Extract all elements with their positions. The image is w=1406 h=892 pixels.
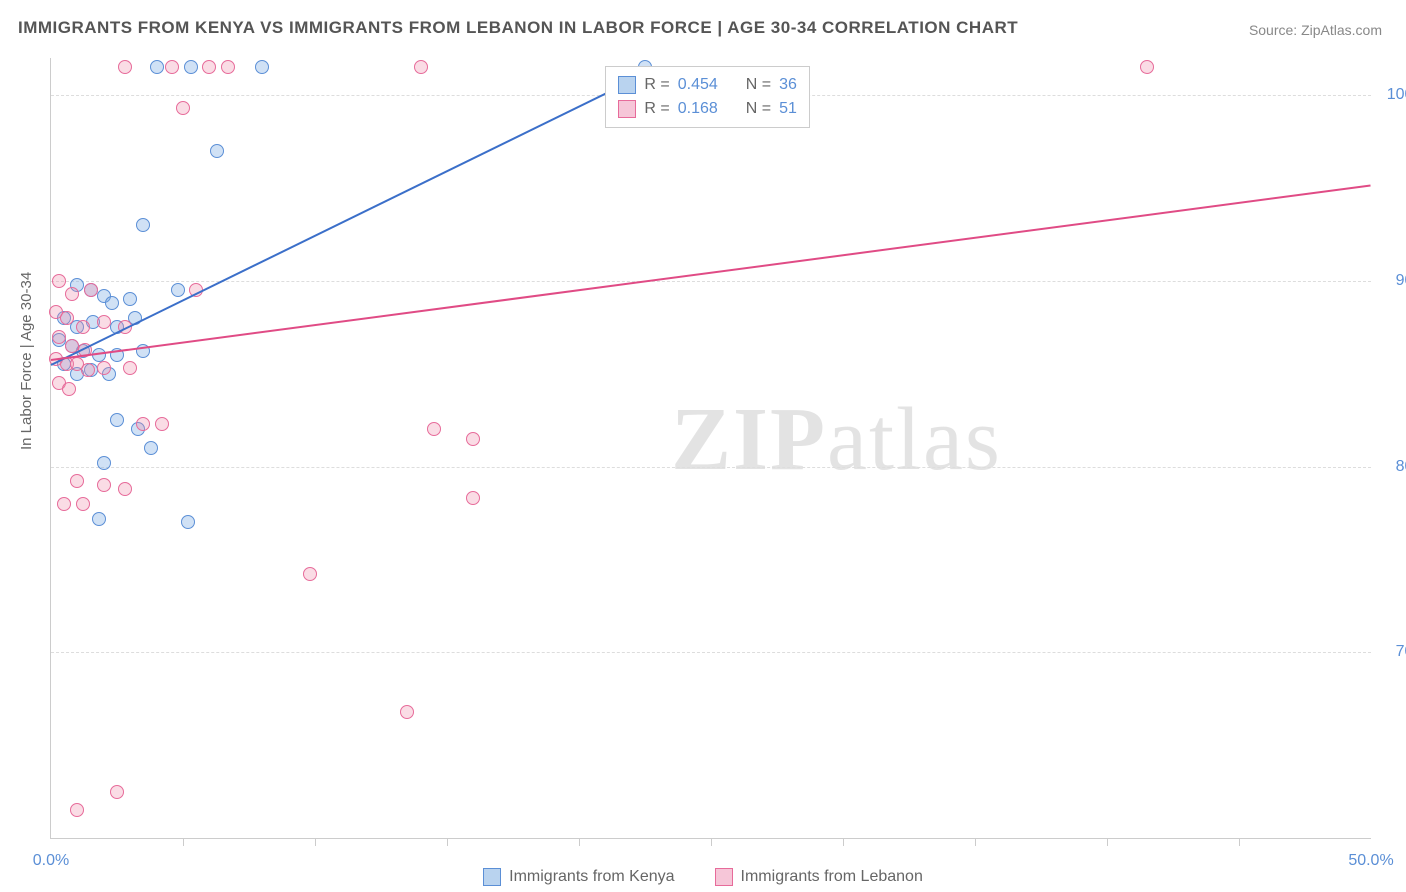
- legend-swatch: [483, 868, 501, 886]
- legend-r-label: R =: [644, 100, 669, 118]
- scatter-point: [1140, 60, 1154, 74]
- scatter-point: [123, 361, 137, 375]
- x-tick: [843, 838, 844, 846]
- legend-label: Immigrants from Kenya: [509, 868, 674, 886]
- x-tick: [1239, 838, 1240, 846]
- legend-r-value: 0.168: [678, 100, 718, 118]
- scatter-point: [181, 515, 195, 529]
- scatter-point: [110, 413, 124, 427]
- scatter-point: [70, 474, 84, 488]
- watermark-bold: ZIP: [671, 390, 827, 489]
- scatter-point: [427, 422, 441, 436]
- x-tick: [711, 838, 712, 846]
- legend-row: R = 0.454 N = 36: [618, 73, 797, 97]
- scatter-point: [303, 567, 317, 581]
- x-tick: [579, 838, 580, 846]
- watermark-rest: atlas: [827, 390, 1002, 489]
- scatter-point: [105, 296, 119, 310]
- scatter-point: [52, 274, 66, 288]
- scatter-point: [60, 311, 74, 325]
- scatter-point: [400, 705, 414, 719]
- legend-n-label: N =: [746, 76, 771, 94]
- scatter-point: [136, 417, 150, 431]
- legend-swatch: [618, 100, 636, 118]
- scatter-point: [150, 60, 164, 74]
- scatter-point: [97, 456, 111, 470]
- x-tick: [447, 838, 448, 846]
- trend-line: [51, 184, 1371, 361]
- scatter-point: [118, 482, 132, 496]
- scatter-point: [165, 60, 179, 74]
- legend-row: R = 0.168 N = 51: [618, 97, 797, 121]
- gridline-horizontal: [51, 652, 1371, 653]
- scatter-point: [76, 497, 90, 511]
- scatter-point: [155, 417, 169, 431]
- y-tick-label: 70.0%: [1381, 643, 1406, 661]
- legend-label: Immigrants from Lebanon: [741, 868, 923, 886]
- source-attribution: Source: ZipAtlas.com: [1249, 22, 1382, 38]
- scatter-point: [57, 497, 71, 511]
- scatter-point: [184, 60, 198, 74]
- y-axis-label: In Labor Force | Age 30-34: [18, 272, 35, 450]
- scatter-point: [76, 320, 90, 334]
- legend-r-label: R =: [644, 76, 669, 94]
- y-tick-label: 90.0%: [1381, 272, 1406, 290]
- scatter-point: [70, 803, 84, 817]
- legend-swatch: [715, 868, 733, 886]
- watermark: ZIPatlas: [671, 388, 1002, 491]
- legend-n-value: 51: [779, 100, 797, 118]
- scatter-point: [202, 60, 216, 74]
- legend-item: Immigrants from Kenya: [483, 868, 674, 886]
- scatter-point: [176, 101, 190, 115]
- x-tick: [183, 838, 184, 846]
- scatter-point: [414, 60, 428, 74]
- scatter-point: [97, 315, 111, 329]
- x-tick: [1107, 838, 1108, 846]
- scatter-point: [210, 144, 224, 158]
- bottom-legend: Immigrants from Kenya Immigrants from Leb…: [0, 868, 1406, 886]
- y-tick-label: 100.0%: [1381, 86, 1406, 104]
- scatter-point: [84, 283, 98, 297]
- x-tick: [315, 838, 316, 846]
- scatter-point: [97, 361, 111, 375]
- x-tick: [975, 838, 976, 846]
- scatter-point: [92, 512, 106, 526]
- scatter-point: [171, 283, 185, 297]
- correlation-legend: R = 0.454 N = 36 R = 0.168 N = 51: [605, 66, 810, 128]
- scatter-point: [118, 60, 132, 74]
- gridline-horizontal: [51, 467, 1371, 468]
- scatter-point: [144, 441, 158, 455]
- scatter-point: [136, 218, 150, 232]
- scatter-point: [52, 330, 66, 344]
- scatter-point: [123, 292, 137, 306]
- scatter-point: [65, 287, 79, 301]
- scatter-point: [97, 478, 111, 492]
- scatter-point: [221, 60, 235, 74]
- gridline-horizontal: [51, 281, 1371, 282]
- legend-r-value: 0.454: [678, 76, 718, 94]
- trend-line: [51, 67, 659, 366]
- scatter-point: [81, 363, 95, 377]
- y-tick-label: 80.0%: [1381, 458, 1406, 476]
- scatter-point: [110, 785, 124, 799]
- legend-item: Immigrants from Lebanon: [715, 868, 923, 886]
- chart-title: IMMIGRANTS FROM KENYA VS IMMIGRANTS FROM…: [18, 18, 1018, 38]
- legend-n-value: 36: [779, 76, 797, 94]
- legend-swatch: [618, 76, 636, 94]
- scatter-point: [62, 382, 76, 396]
- scatter-point: [466, 491, 480, 505]
- correlation-chart: ZIPatlas 70.0%80.0%90.0%100.0%0.0%50.0%R…: [50, 58, 1371, 839]
- scatter-point: [255, 60, 269, 74]
- legend-n-label: N =: [746, 100, 771, 118]
- scatter-point: [466, 432, 480, 446]
